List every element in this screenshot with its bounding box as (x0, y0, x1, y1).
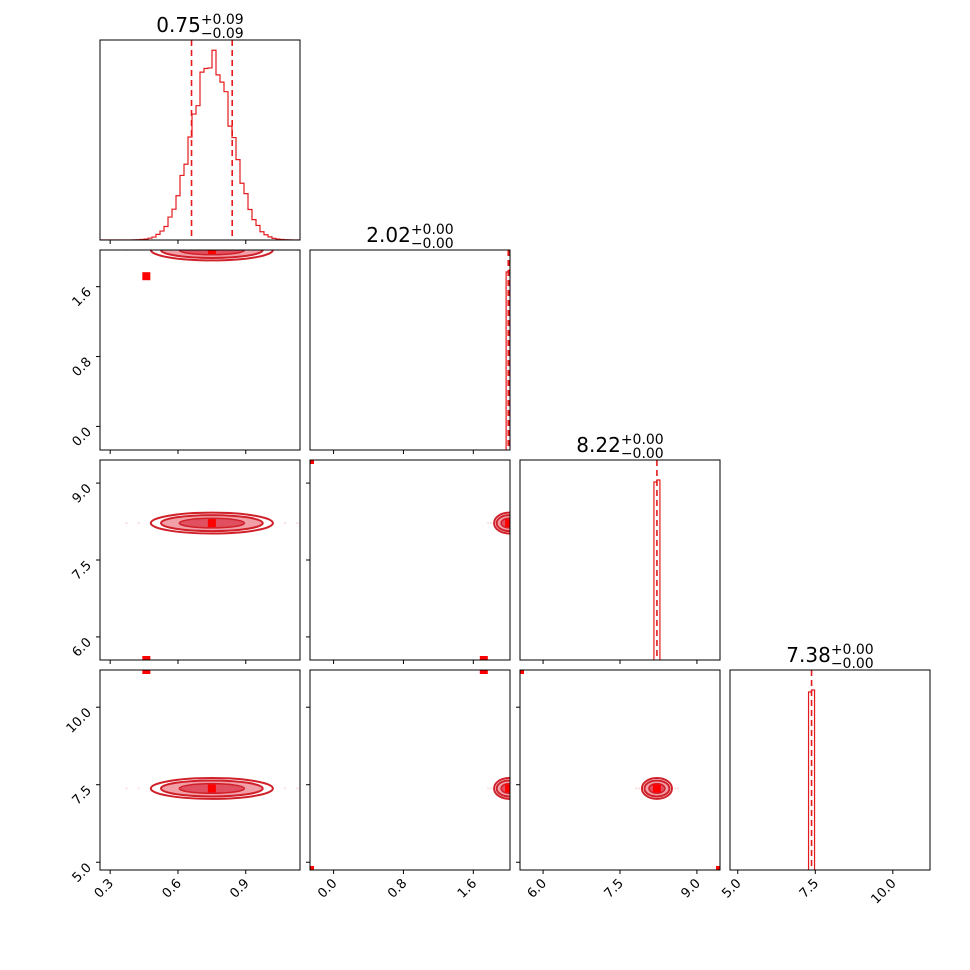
density-panel (125, 670, 299, 800)
axes-frame (99, 669, 301, 871)
scatter-point (637, 787, 641, 790)
scatter-point (514, 787, 516, 789)
scatter-point (489, 787, 493, 790)
x-tick-label: 6.0 (525, 876, 550, 901)
outlier-marker (520, 670, 524, 674)
y-tick-label: 0.8 (70, 355, 95, 380)
scatter-point (634, 787, 638, 790)
axes-frame (309, 669, 511, 871)
axes-frame (309, 249, 511, 451)
x-tick-label: 7.5 (602, 876, 627, 901)
x-tick-label: 0.0 (315, 876, 340, 901)
panel-title: 0.75+0.09 (156, 12, 243, 37)
x-tick-label: 0.3 (92, 876, 117, 901)
histogram-step (100, 49, 300, 240)
density-panel (125, 250, 299, 281)
scatter-point (529, 787, 531, 789)
y-tick-label: 6.0 (70, 635, 95, 660)
peak-marker (207, 250, 216, 254)
x-tick-label: 5.0 (719, 876, 744, 901)
scatter-point (137, 521, 140, 525)
scatter-point (489, 521, 493, 525)
x-tick-label: 7.5 (797, 876, 822, 901)
scatter-point (529, 522, 531, 524)
scatter-point (125, 521, 128, 525)
x-tick-label: 0.8 (385, 876, 410, 901)
histogram-2 (653, 460, 661, 660)
scatter-point (517, 787, 519, 789)
panel-title-minus: −0.00 (831, 656, 874, 672)
peak-marker (505, 519, 510, 528)
x-tick-label: 9.0 (679, 876, 704, 901)
x-tick-label: 10.0 (869, 876, 900, 907)
scatter-point (511, 787, 513, 789)
axes-frame (309, 459, 511, 661)
density-panel (520, 670, 720, 870)
scatter-point (125, 787, 128, 790)
x-tick-label: 1.6 (455, 876, 480, 901)
scatter-point (526, 787, 528, 789)
axes-frame (519, 669, 721, 871)
y-tick-label: 9.0 (70, 481, 95, 506)
scatter-point (296, 521, 299, 525)
outlier-marker (310, 460, 314, 464)
scatter-point (296, 787, 299, 790)
scatter-point (676, 787, 680, 790)
scatter-point (283, 787, 287, 790)
outlier-marker (479, 670, 488, 674)
panel-title-minus: −0.00 (621, 446, 664, 462)
density-panel (310, 670, 531, 870)
outlier-marker (310, 866, 314, 870)
outlier-marker (142, 670, 151, 674)
scatter-point (673, 787, 677, 790)
y-tick-label: 7.5 (70, 558, 95, 583)
peak-marker (505, 784, 510, 793)
x-tick-label: 0.6 (160, 876, 185, 901)
outlier-marker (716, 866, 720, 870)
outlier-marker (479, 656, 488, 660)
axes-frame (729, 669, 931, 871)
scatter-point (514, 522, 516, 524)
scatter-point (486, 787, 490, 790)
scatter-point (486, 521, 490, 525)
scatter-point (137, 787, 140, 790)
peak-marker (207, 519, 216, 528)
panel-title: 8.22+0.00 (576, 432, 663, 457)
histogram-3 (807, 670, 816, 870)
peak-marker (652, 784, 661, 793)
density-panel (125, 511, 299, 660)
histogram-1 (505, 250, 510, 450)
y-tick-label: 0.0 (70, 425, 95, 450)
axes-frame (99, 39, 301, 241)
panel-title-minus: −0.09 (201, 26, 244, 42)
panel-title: 2.02+0.00 (366, 222, 453, 247)
histogram-0 (100, 40, 300, 240)
scatter-point (523, 522, 525, 524)
y-tick-label: 10.0 (64, 705, 95, 736)
x-tick-label: 0.9 (227, 876, 252, 901)
scatter-point (517, 522, 519, 524)
scatter-point (283, 521, 287, 525)
scatter-point (523, 787, 525, 789)
axes-frame (99, 459, 301, 661)
peak-marker (207, 784, 216, 793)
outlier-marker (142, 656, 151, 660)
y-tick-label: 1.6 (70, 285, 95, 310)
y-tick-label: 5.0 (70, 860, 95, 885)
scatter-point (511, 522, 513, 524)
outlier-marker (142, 272, 151, 281)
axes-frame (99, 249, 301, 451)
scatter-point (526, 522, 528, 524)
panel-title-minus: −0.00 (411, 236, 454, 252)
axes-frame (519, 459, 721, 661)
y-tick-label: 7.5 (70, 783, 95, 808)
panel-title: 7.38+0.00 (786, 642, 873, 667)
density-panel (310, 460, 531, 660)
